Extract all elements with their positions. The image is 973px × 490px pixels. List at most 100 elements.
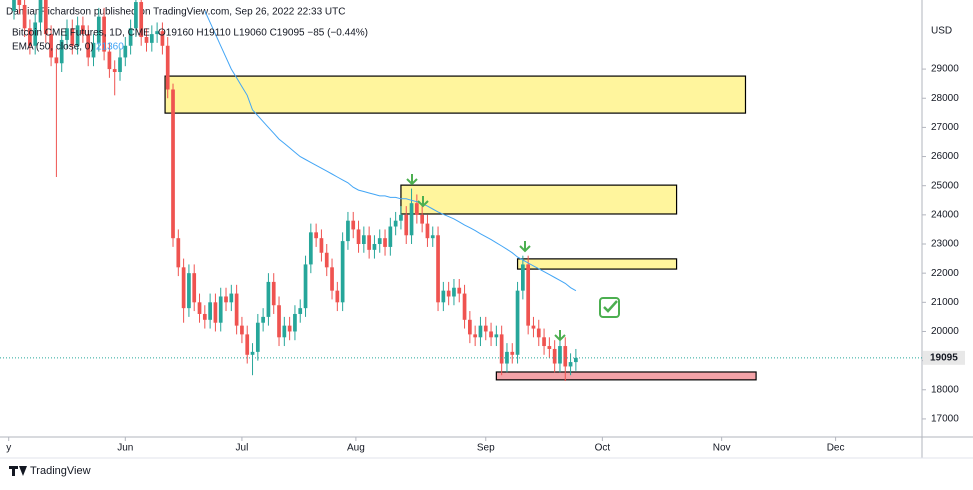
indicator-value: 21360	[96, 42, 124, 53]
candle-body	[574, 357, 578, 363]
candle-body	[139, 2, 144, 38]
candle-body	[430, 235, 435, 239]
candle-body	[314, 232, 318, 239]
candle-body	[208, 302, 212, 320]
candle-body	[420, 214, 425, 224]
candle-body	[75, 25, 80, 46]
candle-body	[521, 264, 525, 291]
candle-body	[54, 57, 59, 64]
candle-body	[33, 22, 38, 46]
candle-body	[176, 238, 181, 268]
candle-body	[134, 2, 138, 29]
candle-body	[218, 296, 223, 323]
candle-body	[298, 308, 303, 314]
candle-body	[399, 214, 403, 221]
candle-body	[192, 273, 197, 303]
candle-body	[351, 220, 356, 230]
candle-body	[425, 223, 430, 239]
candle-body	[372, 244, 377, 250]
x-tick-label: y	[6, 443, 11, 454]
candle-body	[563, 346, 568, 367]
candle-body	[452, 287, 456, 297]
candle-body	[303, 264, 308, 309]
last-price-box	[923, 350, 965, 365]
candle-body	[261, 316, 265, 323]
candle-body	[187, 273, 191, 309]
currency: USD	[931, 26, 952, 37]
published-line: DamianRichardson published on TradingVie…	[6, 7, 345, 18]
candle-body	[478, 325, 483, 338]
y-tick-label: 17000	[931, 414, 959, 425]
candle-body	[12, 0, 16, 11]
candle-body	[547, 346, 552, 349]
candle-body	[65, 28, 69, 40]
plot-area	[0, 0, 922, 382]
candle-body	[436, 235, 440, 303]
candle-body	[229, 293, 234, 303]
candle-body	[240, 325, 244, 335]
candle-body	[171, 89, 175, 239]
candle-body	[86, 34, 91, 58]
zone	[400, 184, 678, 215]
candle-body	[202, 313, 207, 320]
y-tick-label: 26000	[931, 151, 959, 162]
x-tick-label: Dec	[827, 443, 845, 454]
candle-body	[22, 4, 27, 29]
candle-body	[118, 57, 122, 73]
candle-body	[489, 331, 493, 338]
candle-body	[128, 28, 133, 46]
y-tick-label: 29000	[931, 64, 959, 75]
ohlc-text: O19160 H19110 L19060 C19095 −85 (−0.44%)	[158, 28, 368, 39]
candle-body	[160, 31, 165, 46]
zone	[495, 371, 757, 381]
x-tick-label: Jul	[236, 443, 249, 454]
candle-body	[536, 328, 541, 338]
candle-body	[404, 214, 409, 236]
candle-body	[377, 238, 382, 245]
candle-body	[102, 16, 106, 52]
y-tick-label: 20000	[931, 326, 959, 337]
y-tick-label: 21000	[931, 297, 959, 308]
candle-body	[308, 232, 313, 265]
candle-body	[49, 34, 53, 58]
candle-body	[271, 281, 276, 306]
candle-body	[181, 267, 186, 309]
candle-body	[393, 220, 398, 227]
chart-title: Bitcoin CME Futures, 1D, CME	[12, 28, 150, 39]
candle-body	[542, 337, 546, 347]
y-tick-label: 27000	[931, 122, 959, 133]
candle-body	[277, 305, 281, 338]
y-tick-label: 18000	[931, 384, 959, 395]
candle-body	[409, 203, 414, 236]
candle-body	[165, 45, 170, 90]
y-tick-label: 23000	[931, 239, 959, 250]
candle-body	[552, 348, 557, 364]
candle-body	[494, 334, 499, 338]
candle-body	[335, 290, 340, 303]
candle-body	[112, 69, 117, 73]
indicator-name: EMA (50, close, 0)	[12, 42, 94, 53]
last-price-label: 19095	[930, 352, 958, 363]
candle-body	[467, 319, 472, 335]
candle-body	[483, 325, 488, 332]
candle-body	[59, 39, 64, 64]
candle-body	[255, 322, 260, 352]
candle-body	[531, 325, 536, 329]
candle-body	[149, 34, 154, 43]
candle-body	[43, 0, 48, 35]
candle-body	[367, 235, 371, 250]
brand-logo	[9, 466, 27, 476]
candle-body	[356, 229, 361, 245]
candle-body	[558, 346, 562, 364]
candle-body	[287, 325, 292, 332]
candle-body	[282, 325, 287, 338]
candle-body	[91, 42, 96, 58]
x-tick-label: Sep	[477, 443, 495, 454]
candle-body	[38, 0, 43, 23]
candle-body	[28, 28, 32, 46]
candle-body	[107, 51, 112, 70]
candle-body	[70, 28, 75, 46]
candle-body	[340, 241, 345, 303]
candle-body	[441, 290, 446, 303]
